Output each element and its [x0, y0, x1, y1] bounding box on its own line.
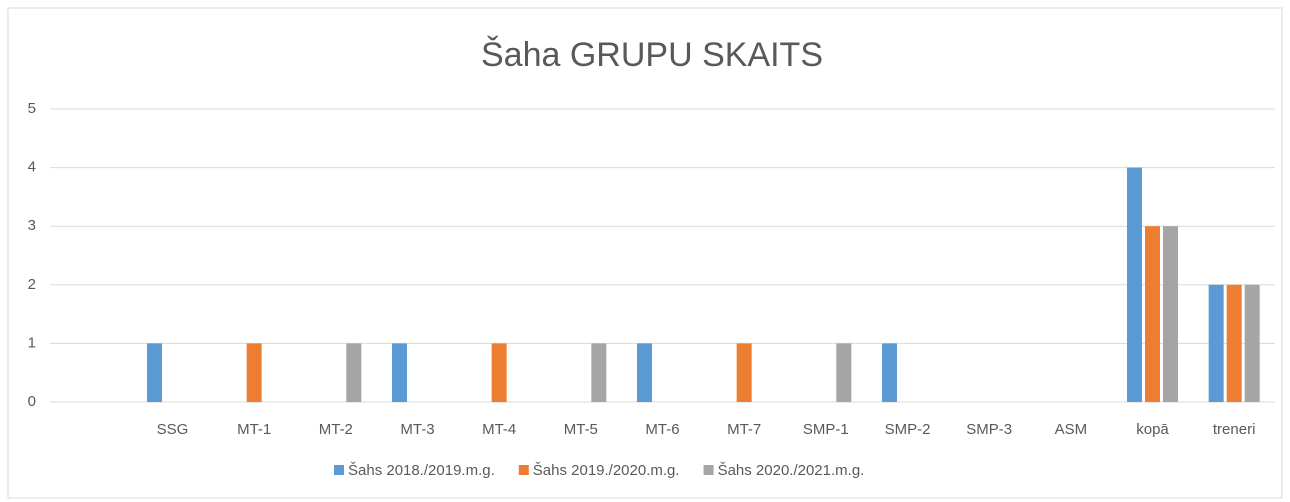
x-tick-label: MT-1: [237, 421, 271, 438]
y-tick-label: 5: [28, 100, 36, 117]
bar: [637, 343, 652, 402]
x-tick-label: SMP-3: [966, 421, 1012, 438]
y-tick-label: 0: [28, 393, 36, 410]
legend-label: Šahs 2018./2019.m.g.: [348, 462, 495, 479]
x-tick-label: kopā: [1136, 421, 1169, 438]
legend-label: Šahs 2020./2021.m.g.: [718, 462, 865, 479]
legend-swatch: [703, 465, 714, 475]
chart-title: Šaha GRUPU SKAITS: [481, 36, 823, 74]
bar: [836, 343, 852, 402]
x-tick-label: MT-2: [319, 421, 353, 438]
x-tick-label: SMP-2: [885, 421, 931, 438]
y-tick-label: 1: [28, 334, 36, 351]
x-tick-label: ASM: [1055, 421, 1088, 438]
bar: [736, 343, 752, 402]
legend-swatch: [334, 465, 344, 475]
bar: [491, 343, 507, 402]
y-tick-label: 2: [28, 276, 36, 293]
x-tick-label: SMP-1: [803, 421, 849, 438]
x-tick-label: MT-3: [400, 421, 434, 438]
bar: [1226, 284, 1242, 402]
bar: [346, 343, 362, 402]
legend-swatch: [518, 465, 529, 475]
bar: [591, 343, 607, 402]
y-tick-label: 3: [28, 217, 36, 234]
x-tick-label: MT-4: [482, 421, 516, 438]
bar: [1208, 284, 1224, 402]
legend-label: Šahs 2019./2020.m.g.: [533, 462, 680, 479]
bar: [1163, 226, 1178, 402]
x-tick-label: MT-7: [727, 421, 761, 438]
bar: [1244, 284, 1260, 402]
bar: [147, 343, 162, 402]
x-tick-label: SSG: [157, 421, 189, 438]
bar: [392, 343, 407, 402]
chart-border: [7, 7, 1283, 499]
bar: [1145, 226, 1160, 402]
bar: [246, 343, 262, 402]
x-tick-label: MT-5: [564, 421, 598, 438]
bar: [1127, 167, 1142, 402]
x-tick-label: treneri: [1213, 421, 1256, 438]
y-tick-label: 4: [28, 159, 36, 176]
bar: [882, 343, 897, 402]
x-tick-label: MT-6: [645, 421, 679, 438]
